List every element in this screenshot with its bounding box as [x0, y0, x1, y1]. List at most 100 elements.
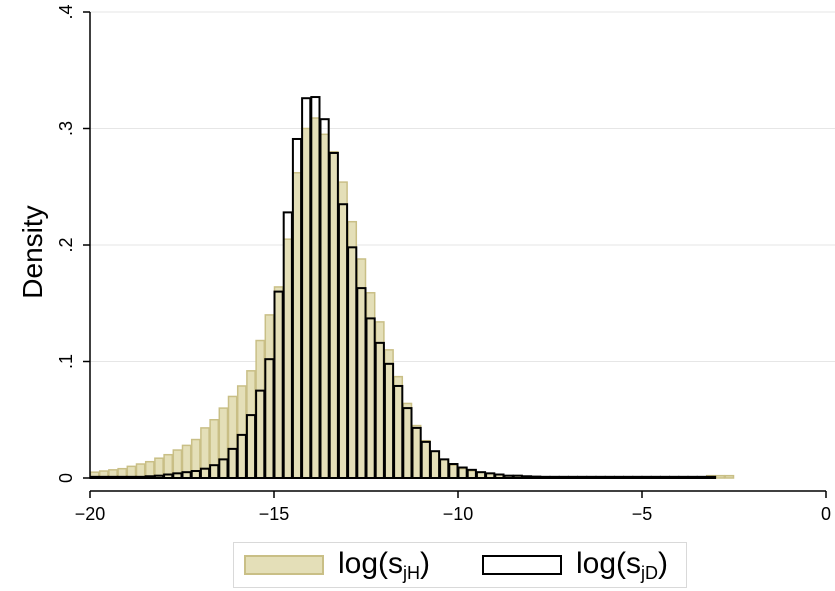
histogram-bar — [448, 463, 459, 479]
histogram-bar — [328, 151, 339, 479]
histogram-bar — [236, 385, 247, 479]
y-tick-label: .2 — [56, 237, 76, 252]
legend: log(sjH) log(sjD) — [233, 542, 687, 588]
histogram-bar — [678, 475, 689, 479]
histogram-bar — [457, 466, 468, 480]
histogram-bar — [374, 321, 385, 479]
histogram-bar — [439, 458, 450, 479]
y-tick-label: .4 — [56, 4, 76, 19]
histogram-bar — [98, 475, 109, 479]
histogram-bar — [356, 287, 367, 480]
bars — [89, 96, 735, 480]
histogram-bar — [135, 475, 146, 479]
histogram-bar — [595, 475, 606, 479]
y-axis-title: Density — [17, 205, 48, 298]
histogram-bar — [724, 474, 735, 479]
histogram-bar — [531, 475, 542, 479]
histogram-bar — [319, 133, 330, 479]
histogram-bar — [475, 471, 487, 479]
histogram-bar — [365, 292, 376, 479]
histogram-bar — [273, 290, 284, 479]
histogram-bar — [310, 96, 321, 479]
histogram-bar — [613, 475, 625, 479]
legend-swatch-filled — [244, 555, 324, 575]
histogram-bar — [429, 450, 441, 479]
legend-label-sjH: log(sjH) — [338, 546, 431, 583]
histogram-bar — [236, 433, 247, 479]
histogram-bar — [200, 427, 210, 479]
histogram-bar — [521, 475, 533, 480]
legend-item-sjD: log(sjD) — [482, 543, 668, 587]
x-tick-label: −10 — [443, 504, 474, 524]
histogram-bar — [549, 475, 560, 479]
histogram-bar — [632, 475, 643, 479]
histogram-bar — [227, 395, 238, 479]
histogram-bar — [558, 475, 569, 479]
histogram-bar — [604, 475, 615, 479]
y-tick-label: 0 — [56, 473, 76, 483]
histogram-bar — [420, 439, 431, 479]
histogram-bar — [264, 314, 275, 479]
histogram-chart: 0 .1 .2 .3 .4 −20 −15 −10 −5 0 Density — [17, 4, 835, 524]
histogram-bar — [383, 362, 395, 479]
histogram-bar — [567, 475, 579, 479]
histogram-bar — [540, 475, 551, 479]
y-tick-label: .1 — [56, 354, 76, 369]
histogram-bar — [292, 172, 302, 479]
histogram-bar — [623, 475, 634, 479]
histogram-bar — [411, 424, 422, 479]
legend-item-sjH: log(sjH) — [244, 543, 430, 587]
x-tick-label: −20 — [75, 504, 106, 524]
histogram-bar — [577, 475, 588, 479]
histogram-bar — [227, 447, 238, 479]
histogram-bar — [310, 117, 321, 479]
series-sjD — [89, 96, 717, 480]
x-tick-label: −15 — [259, 504, 290, 524]
histogram-bar — [365, 317, 376, 479]
histogram-bar — [181, 471, 192, 479]
histogram-bar — [218, 458, 229, 479]
histogram-bar — [246, 370, 256, 479]
histogram-bar — [411, 426, 422, 479]
y-tick-label: .3 — [56, 121, 76, 136]
histogram-bar — [337, 203, 349, 479]
histogram-bar — [715, 474, 726, 479]
histogram-bar — [172, 472, 183, 479]
histogram-bar — [650, 475, 661, 479]
histogram-bar — [282, 238, 293, 479]
x-tick-label: −5 — [632, 504, 653, 524]
histogram-bar — [273, 286, 284, 479]
histogram-bar — [245, 414, 257, 479]
histogram-bar — [696, 475, 707, 479]
histogram-bar — [669, 475, 680, 479]
histogram-bar — [705, 475, 717, 479]
histogram-bar — [347, 220, 358, 479]
histogram-bar — [190, 470, 201, 480]
histogram-bar — [466, 470, 477, 479]
histogram-bar — [402, 402, 413, 479]
histogram-bar — [209, 464, 220, 479]
histogram-bar — [255, 339, 266, 479]
histogram-bar — [163, 473, 174, 480]
histogram-bar — [264, 358, 275, 480]
histogram-bar — [199, 467, 211, 479]
legend-label-sjD: log(sjD) — [576, 546, 669, 583]
histogram-bar — [659, 475, 671, 479]
histogram-bar — [338, 181, 348, 479]
histogram-bar — [126, 475, 137, 479]
histogram-bar — [153, 474, 165, 480]
histogram-bar — [687, 475, 698, 479]
legend-swatch-outline — [482, 555, 562, 575]
histogram-bar — [144, 475, 155, 480]
histogram-bar — [291, 137, 303, 480]
histogram-bar — [494, 473, 505, 480]
histogram-bar — [586, 475, 597, 479]
histogram-bar — [402, 407, 413, 480]
histogram-bar — [319, 118, 330, 480]
histogram-bar — [190, 438, 201, 479]
histogram-bar — [117, 475, 128, 479]
histogram-bar — [457, 467, 468, 479]
histogram-bar — [384, 349, 394, 479]
histogram-bar — [356, 258, 367, 479]
x-tick-label: 0 — [821, 504, 831, 524]
